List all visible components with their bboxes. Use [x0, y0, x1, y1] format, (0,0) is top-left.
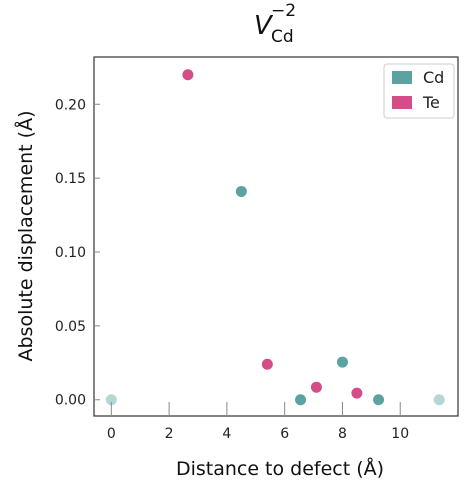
legend-swatch-te — [392, 96, 412, 109]
data-point-cd — [336, 356, 348, 368]
data-point-te — [351, 387, 363, 399]
data-point-cd — [433, 394, 445, 406]
data-point-te — [261, 358, 273, 370]
legend-swatch-cd — [392, 71, 412, 84]
y-tick-label: 0.05 — [55, 319, 86, 335]
data-point-te — [310, 381, 322, 393]
data-point-te — [182, 69, 194, 81]
y-tick-label: 0.00 — [55, 393, 86, 409]
legend-label-te: Te — [422, 93, 440, 112]
data-point-cd — [235, 185, 247, 197]
chart-title: V −2 Cd — [254, 1, 296, 47]
chart-title-main: V — [254, 11, 274, 41]
data-point-cd — [295, 394, 307, 406]
x-tick-label: 8 — [338, 426, 347, 442]
x-tick-label: 10 — [391, 426, 409, 442]
chart-title-superscript: −2 — [271, 1, 296, 21]
legend: Cd Te — [383, 63, 455, 119]
x-axis-label: Distance to defect (Å) — [176, 457, 384, 480]
legend-label-cd: Cd — [423, 68, 444, 87]
data-points — [105, 69, 445, 406]
y-tick-label: 0.20 — [55, 97, 86, 113]
x-tick-label: 4 — [222, 426, 231, 442]
x-tick-label: 2 — [165, 426, 174, 442]
plot-area-frame — [93, 56, 459, 417]
x-tick-label: 6 — [280, 426, 289, 442]
y-tick-label: 0.15 — [55, 171, 86, 187]
y-axis-label: Absolute displacement (Å) — [14, 111, 37, 362]
data-point-cd — [105, 394, 117, 406]
y-tick-label: 0.10 — [55, 245, 86, 261]
x-axis-ticks: 0 2 4 6 8 10 — [107, 402, 409, 442]
data-point-cd — [373, 394, 385, 406]
chart-title-subscript: Cd — [271, 27, 294, 47]
x-tick-label: 0 — [107, 426, 116, 442]
y-axis-ticks: 0.00 0.05 0.10 0.15 0.20 — [55, 97, 100, 409]
